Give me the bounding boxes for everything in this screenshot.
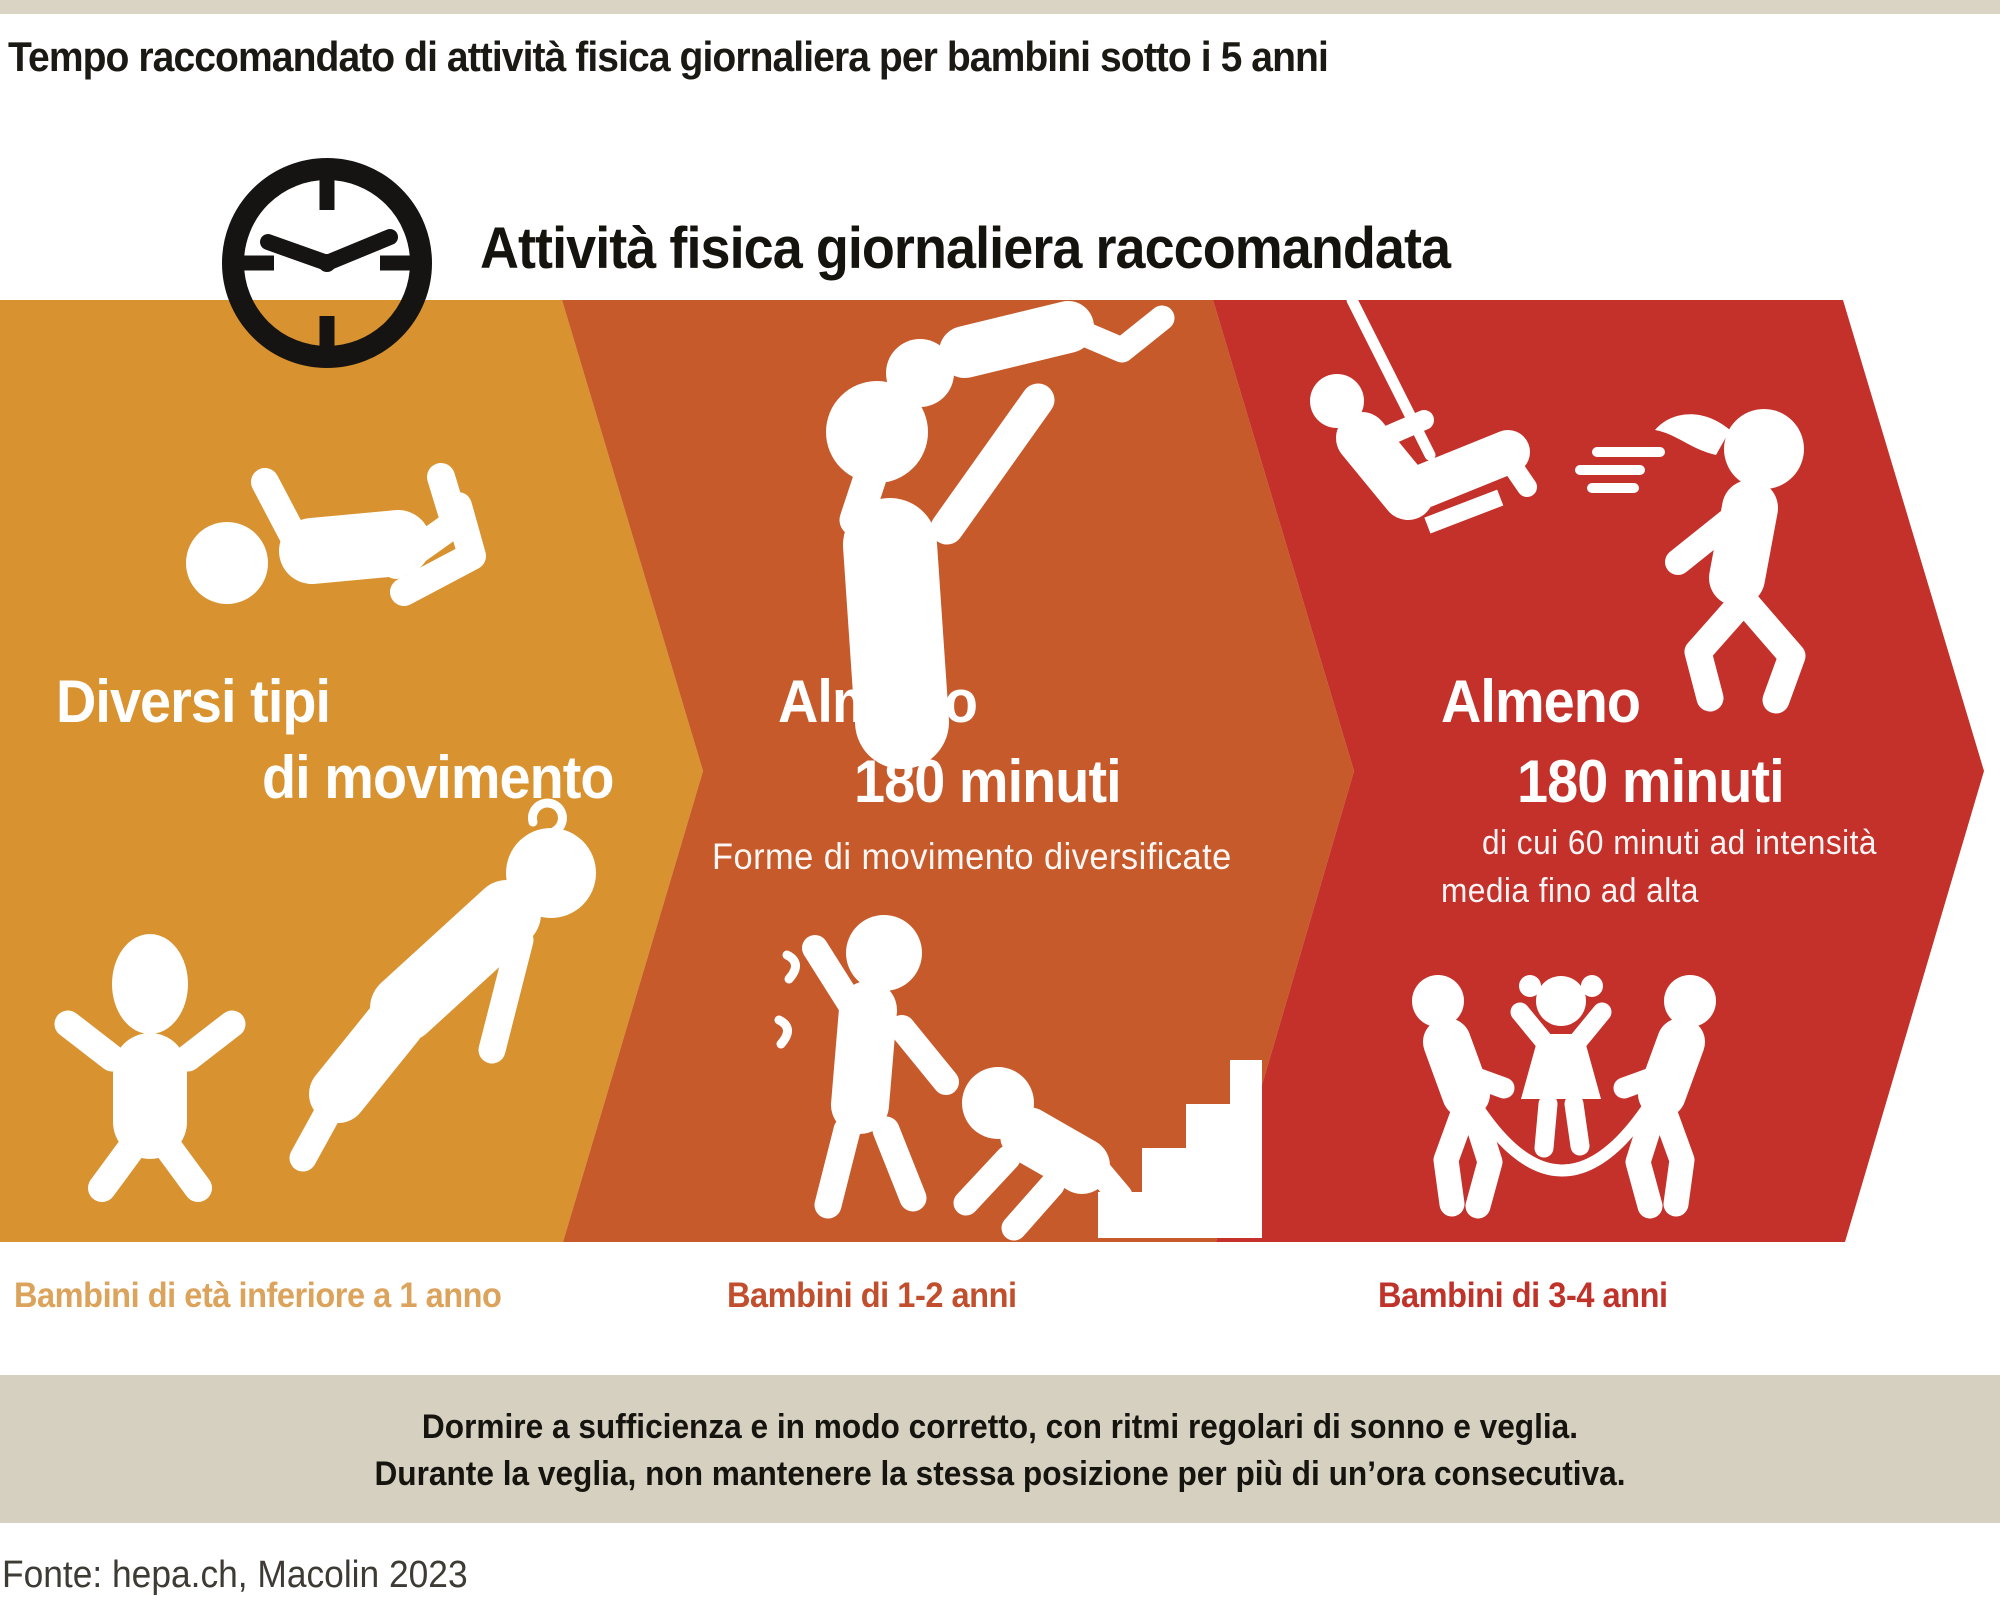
panel3-subtext-2: media fino ad alta — [1441, 872, 1699, 910]
panel3-subtext-1: di cui 60 minuti ad intensità — [1482, 824, 1877, 862]
sleep-advice-line1: Dormire a sufficienza e in modo corretto… — [421, 1408, 1579, 1446]
top-strip — [0, 0, 2000, 14]
children-jump-rope-icon — [1412, 975, 1716, 1219]
baby-lying-kicking-icon — [186, 463, 486, 606]
child-on-swing-icon — [1310, 294, 1537, 534]
panel2-subtext: Forme di movimento diversificate — [712, 836, 1232, 877]
toddler-climbing-stairs-icon — [953, 1060, 1262, 1241]
baby-sitting-arms-up-icon — [54, 934, 246, 1202]
age-label-3-4-years: Bambini di 3-4 anni — [1378, 1276, 1668, 1315]
panel1-line2: di movimento — [262, 744, 614, 811]
panel-3-4-years — [1213, 300, 1984, 1242]
clock-icon — [222, 158, 432, 368]
timeline-heading: Attività fisica giornaliera raccomandata — [480, 216, 1451, 281]
panel-1-2-years — [562, 300, 1354, 1242]
panel3-line2: 180 minuti — [1517, 748, 1785, 815]
panel1-line1: Diversi tipi — [56, 668, 331, 735]
age-label-1-2-years: Bambini di 1-2 anni — [727, 1276, 1017, 1315]
panel2-line1: Almeno — [778, 668, 978, 735]
panel2-line2: 180 minuti — [854, 748, 1122, 815]
source-note: Fonte: hepa.ch, Macolin 2023 — [2, 1554, 468, 1596]
toddler-dancing-icon — [774, 915, 959, 1219]
age-label-under-1-year: Bambini di età inferiore a 1 anno — [14, 1276, 502, 1315]
panel3-line1: Almeno — [1441, 668, 1641, 735]
sleep-bar — [0, 1375, 2000, 1523]
sleep-advice-line2: Durante la veglia, non mantenere la stes… — [374, 1455, 1626, 1493]
girl-running-icon — [1575, 409, 1806, 714]
page-title: Tempo raccomandato di attività fisica gi… — [8, 33, 1329, 80]
baby-crawling-icon — [289, 798, 596, 1172]
parent-lifting-baby-icon — [826, 301, 1175, 769]
